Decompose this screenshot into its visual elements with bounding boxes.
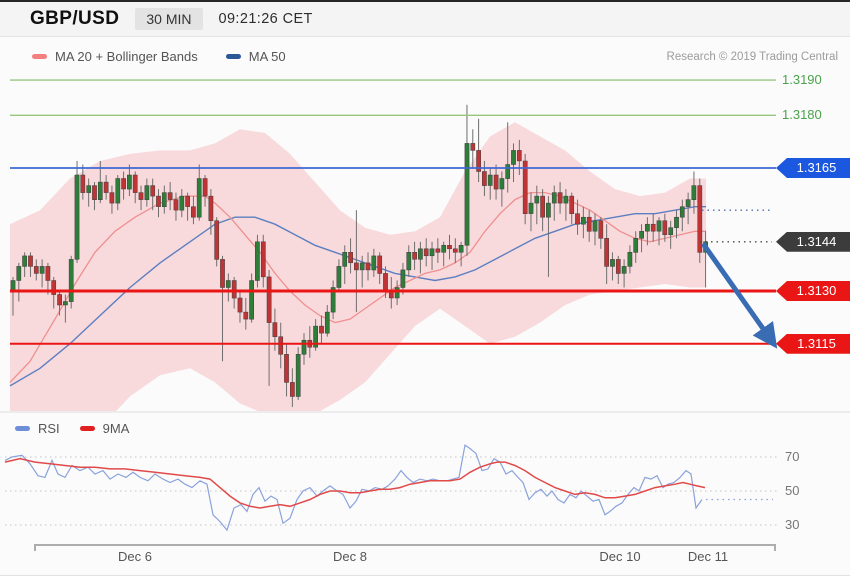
rsi-legend: RSI 9MA bbox=[15, 421, 129, 436]
ma20-bollinger-swatch-icon bbox=[32, 54, 47, 59]
ma50-swatch-icon bbox=[225, 54, 241, 59]
x-axis-line bbox=[34, 544, 776, 551]
bollinger-band-area bbox=[10, 122, 706, 411]
legend-label: 9MA bbox=[102, 421, 130, 436]
candles-layer bbox=[10, 104, 708, 407]
rsi-tick-label-70: 70 bbox=[785, 449, 800, 464]
main-legend: MA 20 + Bollinger Bands MA 50 bbox=[32, 49, 286, 64]
legend-item-9ma: 9MA bbox=[79, 421, 130, 436]
x-axis-label-dec-8: Dec 8 bbox=[333, 549, 367, 564]
x-axis-label-dec-11: Dec 11 bbox=[687, 549, 729, 564]
price-label-1.3130: 1.3130 bbox=[776, 281, 850, 301]
price-label-1.3144: 1.3144 bbox=[776, 231, 850, 252]
x-axis-label-dec-10: Dec 10 bbox=[599, 549, 641, 564]
timeframe-chip: 30 MIN bbox=[135, 8, 203, 30]
nine-ma-swatch-icon bbox=[79, 426, 95, 431]
rsi-tick-label-50: 50 bbox=[785, 483, 800, 498]
legend-label: RSI bbox=[38, 421, 60, 436]
rsi-line bbox=[4, 444, 703, 532]
rsi-tick-label-30: 30 bbox=[785, 517, 800, 532]
timestamp-label: 09:21:26 CET bbox=[218, 11, 313, 27]
price-label-1.3115: 1.3115 bbox=[776, 333, 850, 354]
legend-item-rsi: RSI bbox=[15, 421, 60, 436]
rsi-swatch-icon bbox=[15, 426, 30, 431]
research-watermark: Research © 2019 Trading Central bbox=[666, 51, 838, 63]
legend-item-ma50: MA 50 bbox=[225, 49, 286, 64]
legend-item-ma20-bollinger: MA 20 + Bollinger Bands bbox=[32, 49, 198, 64]
symbol-title: GBP/USD bbox=[30, 8, 120, 29]
x-axis-label-dec-6: Dec 6 bbox=[118, 549, 152, 564]
rsi-9ma-line bbox=[4, 457, 706, 509]
price-label-1.3165: 1.3165 bbox=[776, 158, 850, 178]
bearish-forecast-arrow bbox=[700, 242, 778, 349]
top-border bbox=[0, 0, 850, 2]
chart-header: GBP/USD 30 MIN 09:21:26 CET bbox=[0, 2, 850, 37]
ma50-line bbox=[9, 205, 706, 387]
legend-label: MA 20 + Bollinger Bands bbox=[55, 49, 198, 64]
legend-label: MA 50 bbox=[248, 49, 286, 64]
price-label-1.3180: 1.3180 bbox=[782, 107, 822, 123]
price-label-1.3190: 1.3190 bbox=[782, 72, 822, 88]
main-plot bbox=[9, 104, 708, 411]
